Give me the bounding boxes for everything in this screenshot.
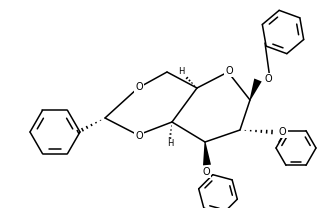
- Text: H: H: [167, 140, 173, 149]
- Polygon shape: [203, 142, 211, 165]
- Text: O: O: [265, 74, 273, 84]
- Text: O: O: [135, 131, 143, 141]
- Text: O: O: [202, 167, 210, 177]
- Text: O: O: [225, 66, 233, 76]
- Text: O: O: [279, 127, 287, 137]
- Polygon shape: [249, 78, 262, 100]
- Text: H: H: [178, 67, 184, 76]
- Text: O: O: [135, 82, 143, 92]
